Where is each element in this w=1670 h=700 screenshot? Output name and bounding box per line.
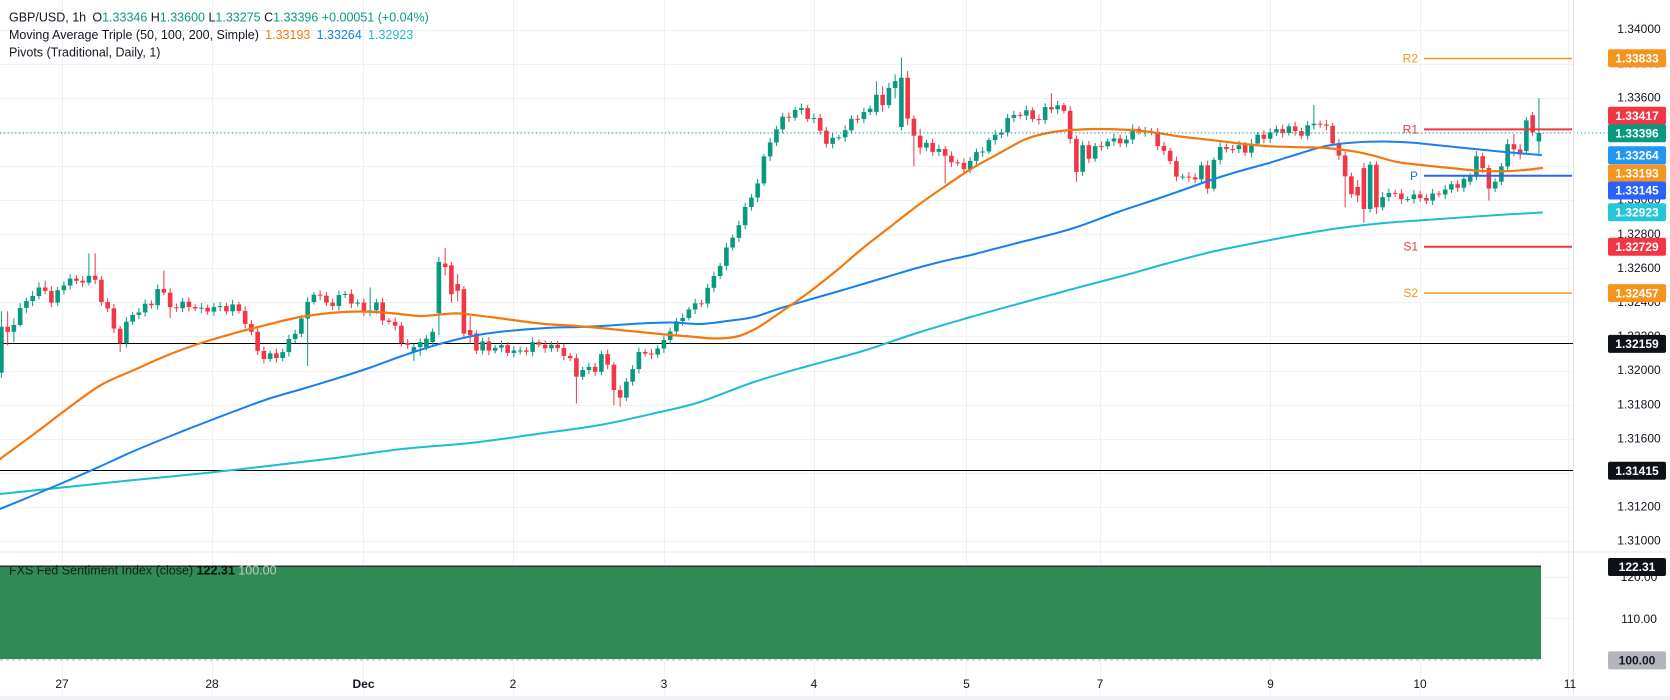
svg-text:1.31600: 1.31600 xyxy=(1617,431,1661,445)
svg-text:2: 2 xyxy=(510,677,517,691)
svg-text:Pivots (Traditional, Daily, 1): Pivots (Traditional, Daily, 1) xyxy=(9,46,160,60)
svg-text:1.32923: 1.32923 xyxy=(1615,206,1659,220)
svg-text:1.33833: 1.33833 xyxy=(1615,52,1659,66)
svg-text:100.00: 100.00 xyxy=(1619,654,1656,668)
svg-text:28: 28 xyxy=(205,677,219,691)
svg-text:Dec: Dec xyxy=(352,677,374,691)
svg-text:1.32600: 1.32600 xyxy=(1617,261,1661,275)
svg-text:1.32729: 1.32729 xyxy=(1615,240,1659,254)
svg-text:7: 7 xyxy=(1097,677,1104,691)
svg-text:1.31200: 1.31200 xyxy=(1617,500,1661,514)
svg-text:1.32457: 1.32457 xyxy=(1615,286,1659,300)
svg-text:110.00: 110.00 xyxy=(1621,612,1657,626)
svg-text:1.33396: 1.33396 xyxy=(1615,127,1659,141)
svg-text:27: 27 xyxy=(55,677,69,691)
svg-text:9: 9 xyxy=(1267,677,1274,691)
svg-text:R1: R1 xyxy=(1403,122,1419,136)
svg-text:1.33145: 1.33145 xyxy=(1615,184,1659,198)
svg-text:R2: R2 xyxy=(1403,52,1419,66)
svg-text:1.33417: 1.33417 xyxy=(1615,109,1659,123)
svg-text:GBP/USD, 1h O1.33346 H1.33600: GBP/USD, 1h O1.33346 H1.33600 L1.33275 C… xyxy=(9,11,429,25)
svg-text:122.31: 122.31 xyxy=(1619,560,1656,574)
svg-text:P: P xyxy=(1410,169,1418,183)
svg-text:1.34000: 1.34000 xyxy=(1617,22,1661,36)
svg-text:5: 5 xyxy=(963,677,970,691)
svg-text:1.32159: 1.32159 xyxy=(1615,337,1659,351)
svg-text:1.33193: 1.33193 xyxy=(1615,167,1659,181)
svg-text:1.32800: 1.32800 xyxy=(1617,227,1661,241)
svg-text:1.33264: 1.33264 xyxy=(1615,148,1659,162)
svg-text:S2: S2 xyxy=(1403,286,1418,300)
svg-text:3: 3 xyxy=(661,677,668,691)
svg-text:1.32000: 1.32000 xyxy=(1617,363,1661,377)
svg-text:FXS Fed Sentiment Index (close: FXS Fed Sentiment Index (close) 122.31 1… xyxy=(9,564,277,578)
svg-text:1.31800: 1.31800 xyxy=(1617,397,1661,411)
svg-text:10: 10 xyxy=(1413,677,1427,691)
svg-text:1.31000: 1.31000 xyxy=(1617,534,1661,548)
svg-text:1.33600: 1.33600 xyxy=(1617,90,1661,104)
svg-text:Moving Average Triple (50, 100: Moving Average Triple (50, 100, 200, Sim… xyxy=(9,28,413,42)
svg-text:1.31415: 1.31415 xyxy=(1615,464,1659,478)
svg-text:11: 11 xyxy=(1564,677,1577,691)
svg-text:S1: S1 xyxy=(1403,240,1418,254)
svg-text:4: 4 xyxy=(811,677,818,691)
